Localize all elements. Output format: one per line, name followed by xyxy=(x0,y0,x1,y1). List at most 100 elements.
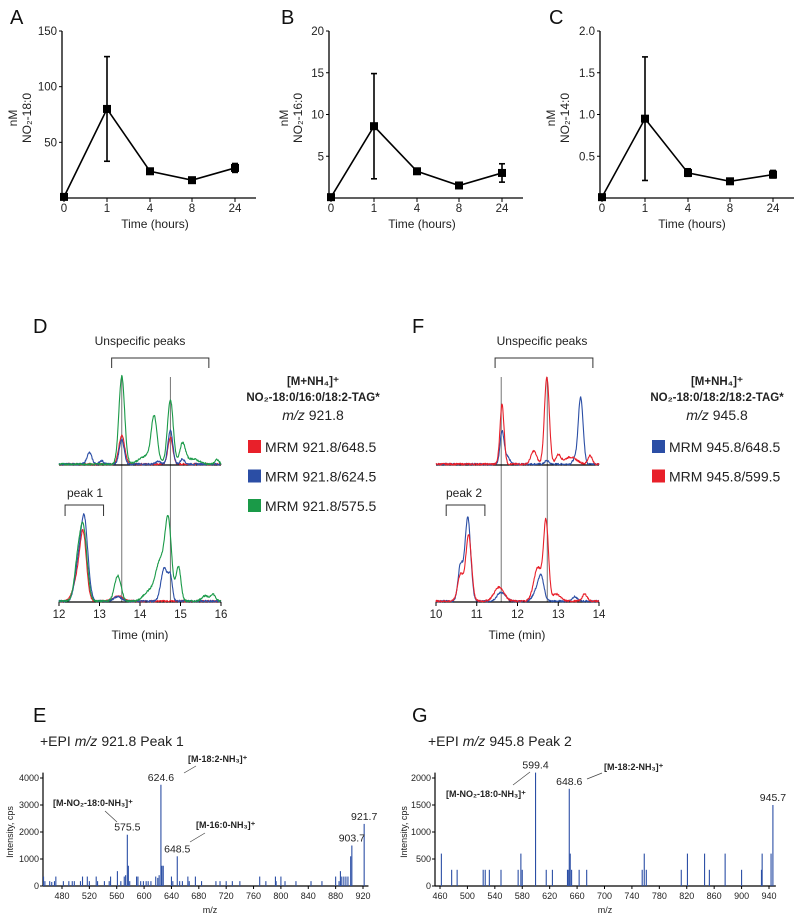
bracket-unspecific xyxy=(111,357,210,368)
y-tick-label: 1.5 xyxy=(579,68,595,80)
x-tick-label: 12 xyxy=(511,609,524,621)
x-tick-label: 1 xyxy=(104,203,110,215)
y-tick-label: 1.0 xyxy=(579,110,595,122)
annotation-m-no2-18-0: [M-NO₂-18:0-NH₃]⁺ xyxy=(53,798,133,808)
spectrum-title: +EPI m/z 921.8 Peak 1 xyxy=(40,733,184,749)
x-tick-label: 24 xyxy=(496,203,509,215)
y-tick-label: 1000 xyxy=(411,827,431,837)
y-axis-label: NO₂-14:0 xyxy=(558,93,572,143)
annotation-m-18-2: [M-18:2-NH₃]⁺ xyxy=(604,762,664,772)
x-tick-label: 460 xyxy=(432,891,447,901)
y-tick-label: 2000 xyxy=(19,827,39,837)
x-tick-label: 10 xyxy=(430,609,443,621)
data-point xyxy=(103,104,111,113)
x-tick-label: 540 xyxy=(487,891,502,901)
panel-label-d: D xyxy=(33,316,47,338)
mz-prefix: m/z xyxy=(686,407,709,423)
x-axis-label: Time (hours) xyxy=(121,217,189,231)
title-rest: 945.8 Peak 2 xyxy=(489,733,572,749)
x-tick-label: 24 xyxy=(229,203,242,215)
x-tick-label: 1 xyxy=(642,203,648,215)
legend-compound: NO₂-18:0/16:0/18:2-TAG* xyxy=(246,392,380,404)
peak-label: 575.5 xyxy=(114,822,140,834)
trace-bottom-2 xyxy=(58,513,222,603)
y-tick-label: 1000 xyxy=(19,854,39,864)
x-tick-label: 780 xyxy=(652,891,667,901)
trace-bottom-1 xyxy=(58,529,222,603)
data-line xyxy=(63,107,236,198)
x-tick-label: 0 xyxy=(599,203,605,215)
y-axis-unit: nM xyxy=(544,110,558,127)
trace-bottom-2 xyxy=(435,517,600,603)
trace-top-3 xyxy=(58,374,222,466)
trace-bottom-1 xyxy=(435,516,600,603)
legend-mz: m/z 921.8 xyxy=(282,407,344,423)
x-tick-label: 4 xyxy=(685,203,692,215)
data-point xyxy=(641,114,649,123)
chart-a-labels: Time (hours) nM NO₂-18:0 xyxy=(6,93,189,231)
mz-value: 945.8 xyxy=(713,407,748,423)
x-axis-label: Time (hours) xyxy=(658,217,726,231)
y-tick-label: 2000 xyxy=(411,773,431,783)
legend-label: MRM 921.8/648.5 xyxy=(265,439,376,455)
x-tick-label: 4 xyxy=(414,203,421,215)
x-tick-label: 840 xyxy=(301,891,316,901)
x-tick-label: 560 xyxy=(109,891,124,901)
data-point xyxy=(146,167,154,176)
peak-label: 648.5 xyxy=(164,843,190,855)
x-tick-label: 12 xyxy=(53,609,66,621)
x-axis-label: m/z xyxy=(203,905,218,915)
x-tick-label: 1 xyxy=(371,203,377,215)
x-tick-label: 0 xyxy=(61,203,67,215)
x-tick-label: 900 xyxy=(734,891,749,901)
y-tick-label: 15 xyxy=(311,68,324,80)
bracket-label-unspecific: Unspecific peaks xyxy=(497,334,588,348)
mz-prefix: m/z xyxy=(282,407,305,423)
data-point xyxy=(413,167,421,176)
x-tick-label: 8 xyxy=(456,203,462,215)
peak-label: 903.7 xyxy=(339,833,365,845)
legend-ion: [M+NH₄]⁺ xyxy=(287,376,339,388)
panel-label-a: A xyxy=(10,7,24,29)
trace-top-1 xyxy=(435,396,600,466)
x-axis-label: Time (min) xyxy=(112,628,169,642)
y-tick-label: 0.5 xyxy=(579,151,595,163)
x-tick-label: 880 xyxy=(328,891,343,901)
x-tick-label: 13 xyxy=(93,609,106,621)
y-tick-label: 10 xyxy=(311,110,324,122)
chart-c-labels: Time (hours) nM NO₂-14:0 xyxy=(544,93,726,231)
y-axis-label: Intensity, cps xyxy=(399,806,409,858)
legend-swatch xyxy=(248,440,261,453)
x-tick-label: 920 xyxy=(355,891,370,901)
x-tick-label: 11 xyxy=(471,609,483,621)
y-tick-label: 0 xyxy=(34,881,39,891)
annotation-leader xyxy=(189,832,206,843)
trace-top-2 xyxy=(58,429,222,466)
x-tick-label: 600 xyxy=(137,891,152,901)
peak-label: 945.7 xyxy=(760,792,786,804)
chart-g-plot: 0 500 1000 1500 2000 460 500 540 580 620 660 700 740… xyxy=(411,760,786,901)
annotation-leader xyxy=(104,810,118,823)
x-tick-label: 760 xyxy=(246,891,261,901)
x-tick-label: 520 xyxy=(82,891,97,901)
bracket-peak xyxy=(445,504,486,516)
data-line xyxy=(330,124,503,198)
x-tick-label: 620 xyxy=(542,891,557,901)
bracket-label-peak: peak 2 xyxy=(446,486,482,500)
legend-label: MRM 921.8/624.5 xyxy=(265,469,376,485)
x-tick-label: 8 xyxy=(727,203,733,215)
y-tick-label: 50 xyxy=(44,137,57,149)
spectrum-title: +EPI m/z 945.8 Peak 2 xyxy=(428,733,572,749)
legend-compound: NO₂-18:0/18:2/18:2-TAG* xyxy=(650,392,784,404)
x-tick-label: 860 xyxy=(707,891,722,901)
bracket-label-peak: peak 1 xyxy=(67,486,103,500)
title-rest: 921.8 Peak 1 xyxy=(101,733,184,749)
peak-label: 624.6 xyxy=(148,772,174,784)
chart-a-plot: 50 100 150 0 1 4 8 24 xyxy=(38,26,256,215)
annotation-m-16-0: [M-16:0-NH₃]⁺ xyxy=(196,820,256,830)
x-tick-label: 16 xyxy=(215,609,228,621)
y-tick-label: 1500 xyxy=(411,800,431,810)
x-tick-label: 720 xyxy=(219,891,234,901)
x-tick-label: 24 xyxy=(767,203,780,215)
